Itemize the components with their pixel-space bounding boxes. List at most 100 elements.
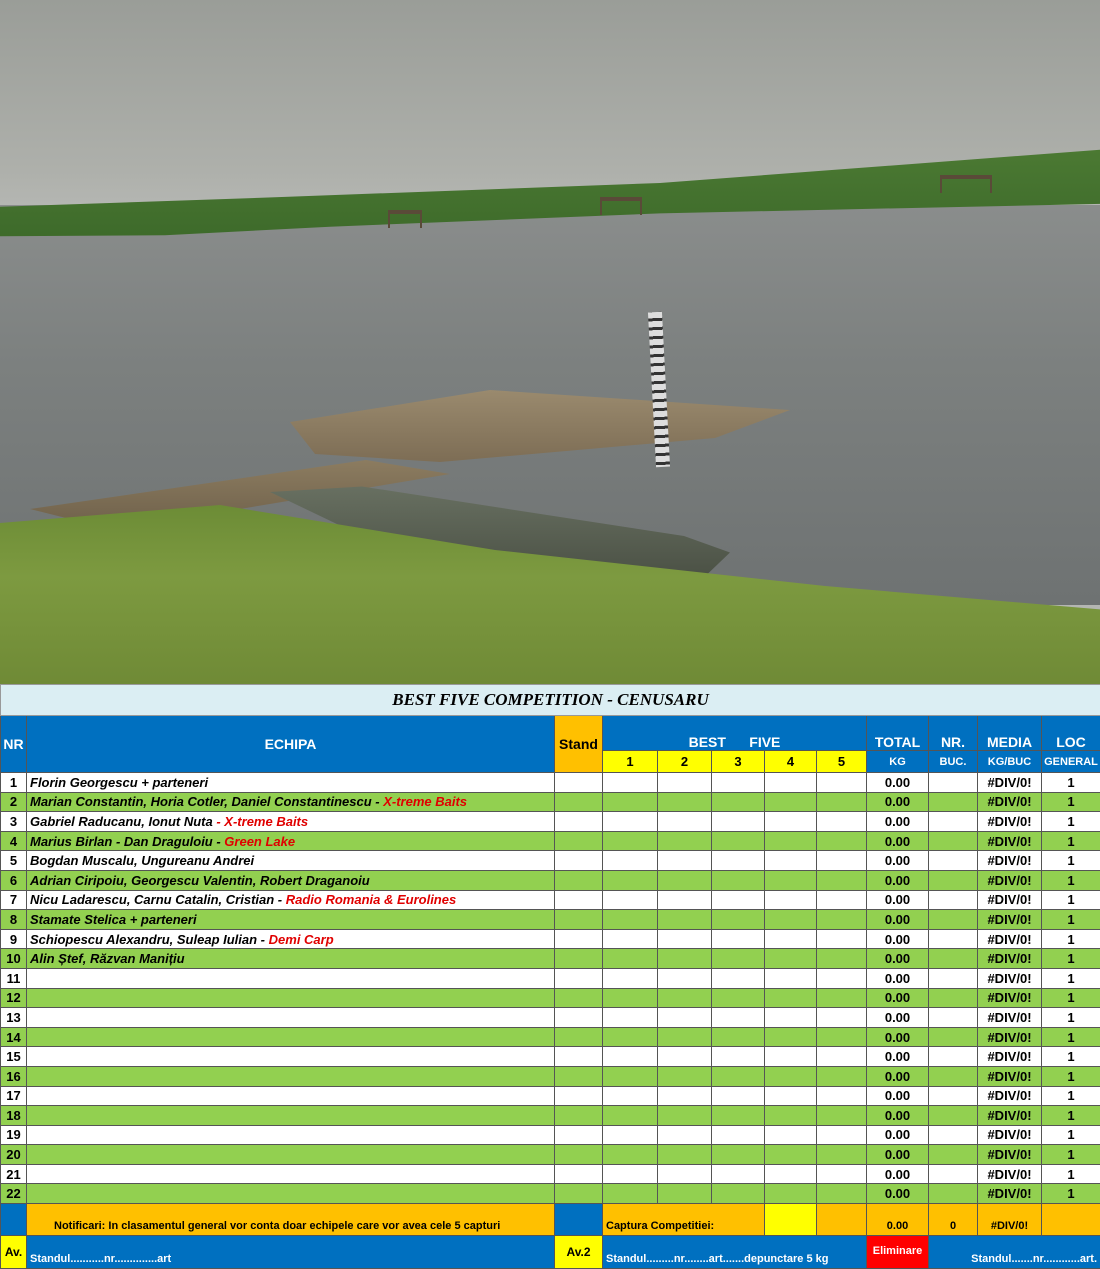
- row-stand[interactable]: [555, 1066, 603, 1086]
- row-catch-3[interactable]: [712, 949, 765, 969]
- row-catch-5[interactable]: [817, 831, 867, 851]
- row-catch-1[interactable]: [603, 910, 658, 930]
- row-catch-2[interactable]: [658, 968, 712, 988]
- row-catch-5[interactable]: [817, 910, 867, 930]
- row-catch-5[interactable]: [817, 949, 867, 969]
- row-team[interactable]: Gabriel Raducanu, Ionut Nuta - X-treme B…: [27, 812, 555, 832]
- row-stand[interactable]: [555, 1086, 603, 1106]
- row-catch-5[interactable]: [817, 851, 867, 871]
- row-catch-5[interactable]: [817, 1066, 867, 1086]
- row-catch-3[interactable]: [712, 812, 765, 832]
- row-catch-2[interactable]: [658, 910, 712, 930]
- row-catch-1[interactable]: [603, 1066, 658, 1086]
- row-stand[interactable]: [555, 968, 603, 988]
- row-catch-4[interactable]: [765, 1086, 817, 1106]
- row-catch-4[interactable]: [765, 870, 817, 890]
- row-catch-4[interactable]: [765, 1145, 817, 1165]
- row-catch-3[interactable]: [712, 1106, 765, 1126]
- row-catch-5[interactable]: [817, 1164, 867, 1184]
- row-team[interactable]: Florin Georgescu + parteneri: [27, 773, 555, 793]
- row-catch-3[interactable]: [712, 1008, 765, 1028]
- row-catch-3[interactable]: [712, 851, 765, 871]
- row-catch-2[interactable]: [658, 929, 712, 949]
- row-team[interactable]: [27, 1106, 555, 1126]
- row-catch-4[interactable]: [765, 1027, 817, 1047]
- row-catch-1[interactable]: [603, 851, 658, 871]
- row-catch-4[interactable]: [765, 812, 817, 832]
- row-catch-2[interactable]: [658, 988, 712, 1008]
- row-catch-3[interactable]: [712, 968, 765, 988]
- row-nr-buc[interactable]: [929, 870, 978, 890]
- row-team[interactable]: Bogdan Muscalu, Ungureanu Andrei: [27, 851, 555, 871]
- row-catch-4[interactable]: [765, 929, 817, 949]
- row-catch-2[interactable]: [658, 851, 712, 871]
- row-catch-3[interactable]: [712, 870, 765, 890]
- row-team[interactable]: [27, 1184, 555, 1204]
- row-catch-5[interactable]: [817, 1047, 867, 1067]
- row-catch-4[interactable]: [765, 910, 817, 930]
- row-team[interactable]: [27, 1008, 555, 1028]
- row-team[interactable]: [27, 1145, 555, 1165]
- row-stand[interactable]: [555, 910, 603, 930]
- row-catch-2[interactable]: [658, 1086, 712, 1106]
- row-catch-1[interactable]: [603, 929, 658, 949]
- row-catch-1[interactable]: [603, 1125, 658, 1145]
- row-catch-5[interactable]: [817, 1008, 867, 1028]
- row-nr-buc[interactable]: [929, 949, 978, 969]
- row-catch-3[interactable]: [712, 831, 765, 851]
- row-nr-buc[interactable]: [929, 1047, 978, 1067]
- row-stand[interactable]: [555, 949, 603, 969]
- row-catch-3[interactable]: [712, 1027, 765, 1047]
- row-catch-4[interactable]: [765, 949, 817, 969]
- row-catch-2[interactable]: [658, 1008, 712, 1028]
- row-catch-5[interactable]: [817, 929, 867, 949]
- row-nr-buc[interactable]: [929, 773, 978, 793]
- row-catch-1[interactable]: [603, 1184, 658, 1204]
- row-catch-3[interactable]: [712, 890, 765, 910]
- row-stand[interactable]: [555, 1145, 603, 1165]
- row-team[interactable]: [27, 1066, 555, 1086]
- row-catch-3[interactable]: [712, 1047, 765, 1067]
- row-stand[interactable]: [555, 1008, 603, 1028]
- row-nr-buc[interactable]: [929, 1008, 978, 1028]
- row-stand[interactable]: [555, 1125, 603, 1145]
- row-team[interactable]: [27, 1027, 555, 1047]
- row-team[interactable]: [27, 1047, 555, 1067]
- row-catch-2[interactable]: [658, 1145, 712, 1165]
- row-nr-buc[interactable]: [929, 792, 978, 812]
- row-catch-4[interactable]: [765, 1047, 817, 1067]
- row-catch-4[interactable]: [765, 1106, 817, 1126]
- row-catch-4[interactable]: [765, 1008, 817, 1028]
- row-catch-2[interactable]: [658, 870, 712, 890]
- row-catch-5[interactable]: [817, 870, 867, 890]
- row-catch-2[interactable]: [658, 1164, 712, 1184]
- row-catch-4[interactable]: [765, 1125, 817, 1145]
- row-catch-1[interactable]: [603, 1164, 658, 1184]
- row-team[interactable]: Adrian Ciripoiu, Georgescu Valentin, Rob…: [27, 870, 555, 890]
- row-stand[interactable]: [555, 1106, 603, 1126]
- row-stand[interactable]: [555, 890, 603, 910]
- row-nr-buc[interactable]: [929, 968, 978, 988]
- row-nr-buc[interactable]: [929, 988, 978, 1008]
- row-catch-4[interactable]: [765, 773, 817, 793]
- row-catch-2[interactable]: [658, 1027, 712, 1047]
- row-catch-4[interactable]: [765, 792, 817, 812]
- row-catch-2[interactable]: [658, 831, 712, 851]
- row-catch-3[interactable]: [712, 1145, 765, 1165]
- row-stand[interactable]: [555, 870, 603, 890]
- row-stand[interactable]: [555, 988, 603, 1008]
- row-stand[interactable]: [555, 1047, 603, 1067]
- row-catch-2[interactable]: [658, 1106, 712, 1126]
- row-catch-4[interactable]: [765, 831, 817, 851]
- row-catch-2[interactable]: [658, 1184, 712, 1204]
- row-catch-2[interactable]: [658, 890, 712, 910]
- row-nr-buc[interactable]: [929, 1184, 978, 1204]
- row-catch-2[interactable]: [658, 1066, 712, 1086]
- row-catch-5[interactable]: [817, 792, 867, 812]
- row-catch-4[interactable]: [765, 968, 817, 988]
- row-catch-1[interactable]: [603, 949, 658, 969]
- row-catch-2[interactable]: [658, 773, 712, 793]
- row-catch-3[interactable]: [712, 1125, 765, 1145]
- row-stand[interactable]: [555, 792, 603, 812]
- row-catch-1[interactable]: [603, 968, 658, 988]
